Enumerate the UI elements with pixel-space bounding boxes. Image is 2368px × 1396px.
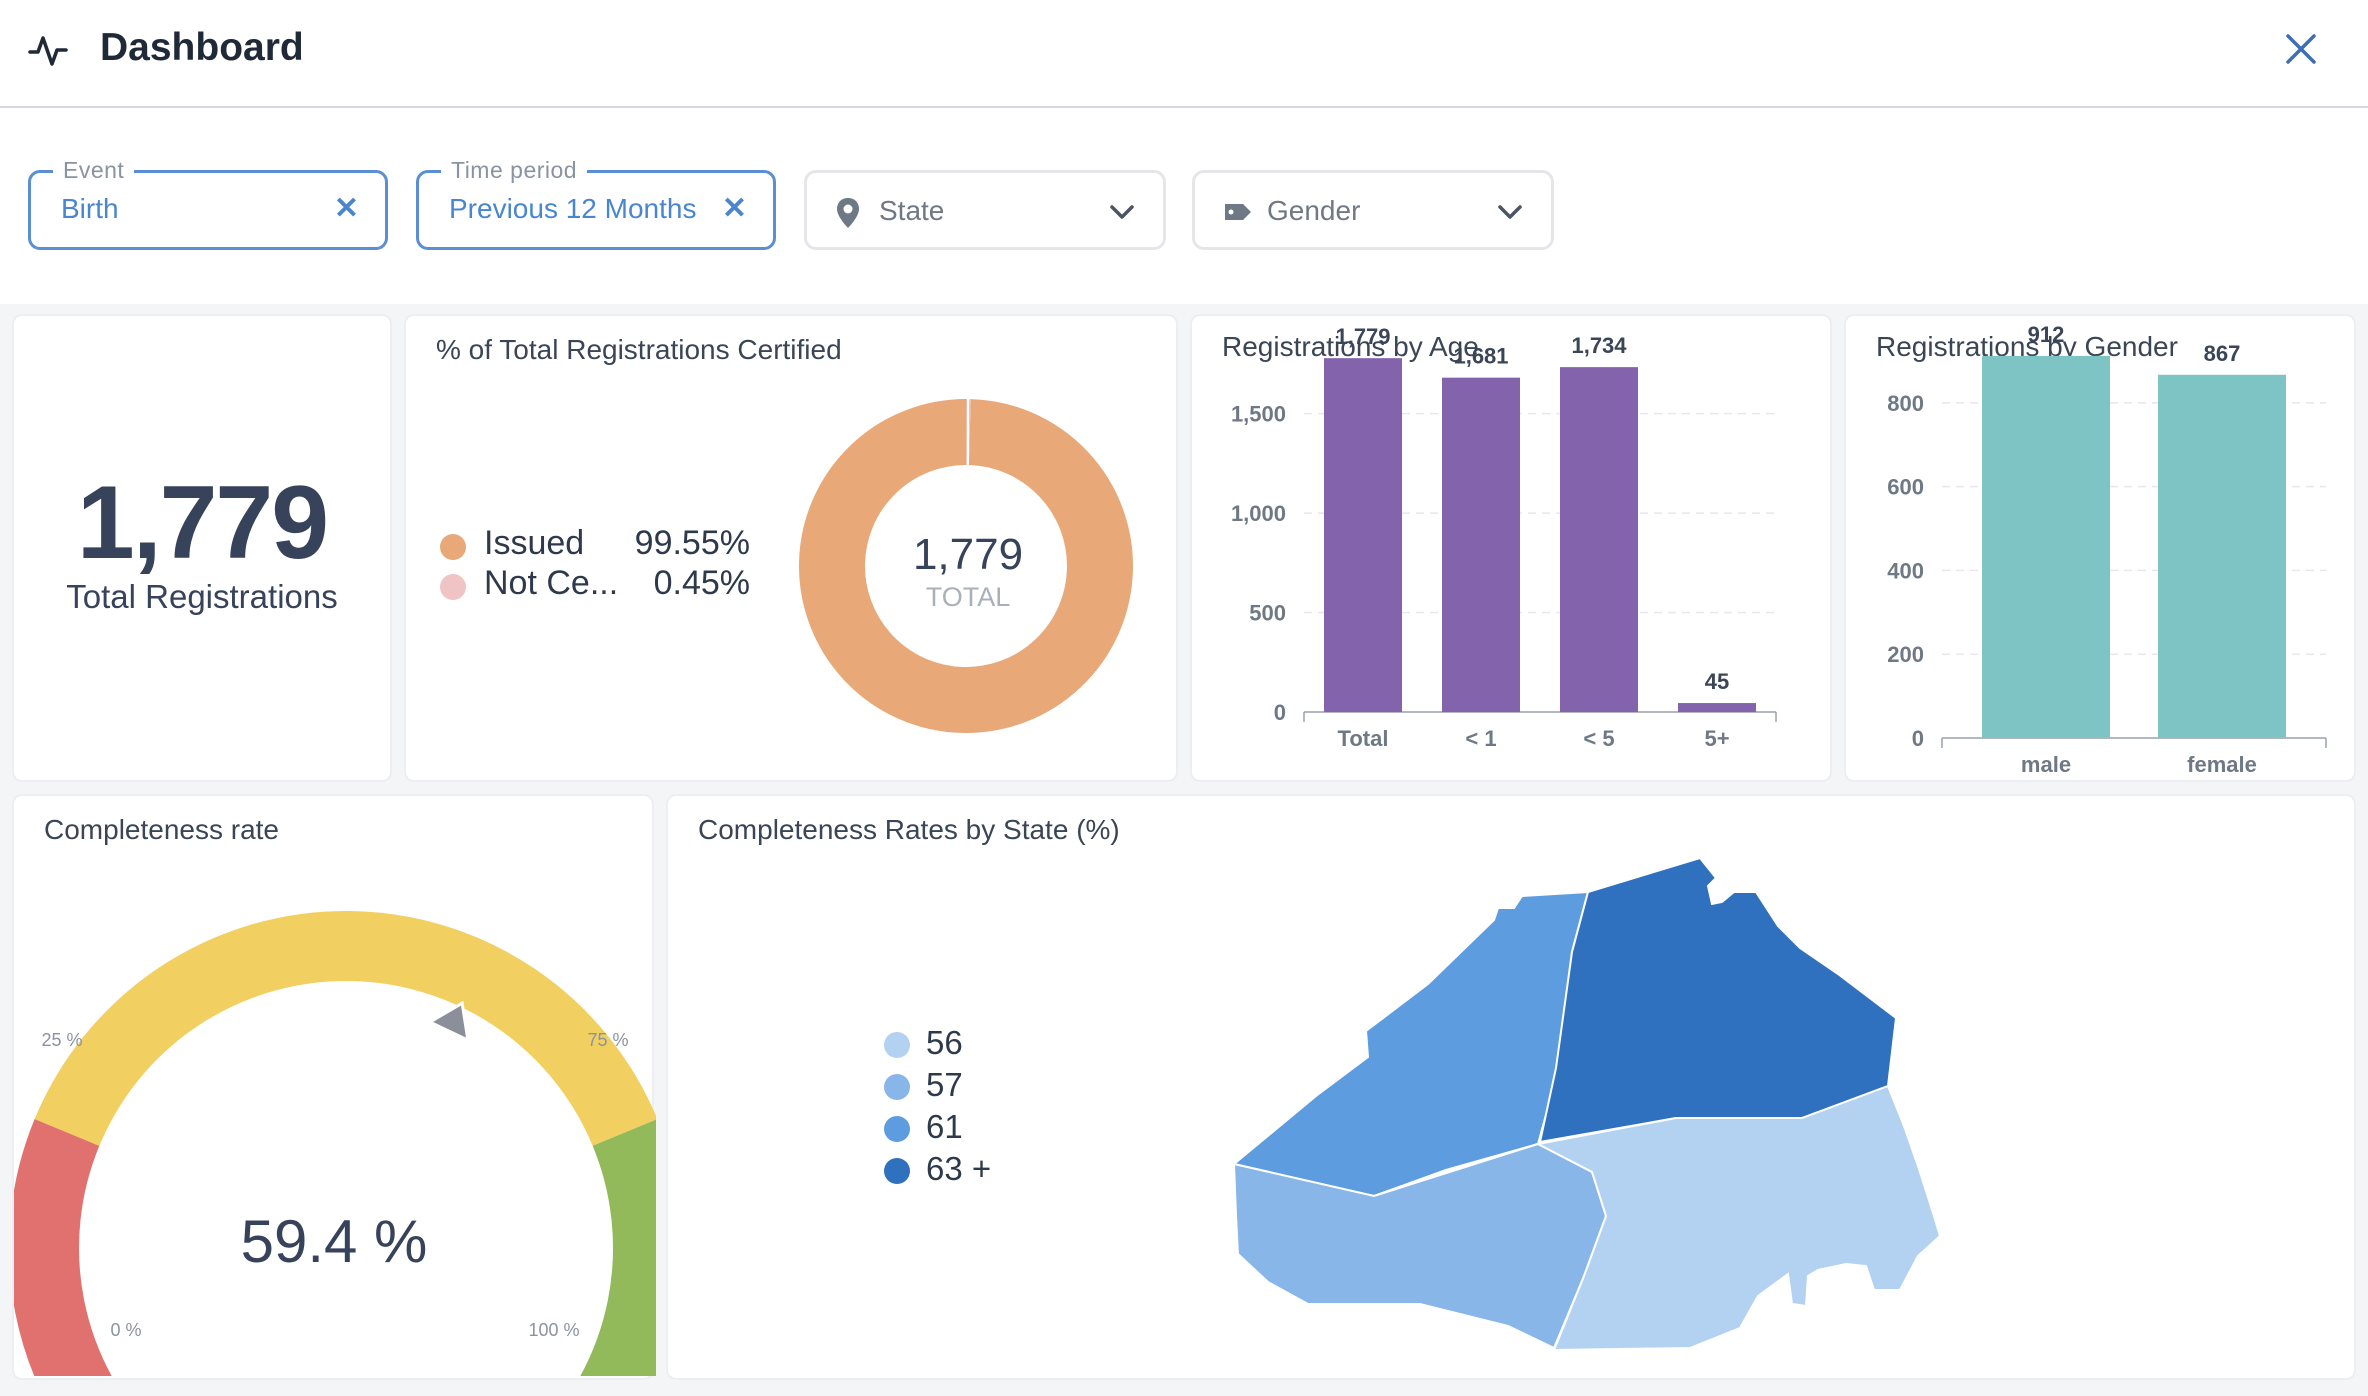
state-select-label: State (879, 195, 945, 226)
clear-time-period-icon[interactable]: ✕ (721, 192, 747, 225)
bar-0[interactable] (1982, 355, 2110, 738)
map-card: Completeness Rates by State (%) 56 57 61… (666, 794, 2356, 1380)
certified-title: % of Total Registrations Certified (436, 334, 842, 365)
certified-card: % of Total Registrations Certified Issue… (404, 314, 1178, 782)
gauge-band-mid (34, 911, 656, 1146)
gender-select-label: Gender (1267, 195, 1361, 226)
age-chart-card: Registrations by Age 0 500 1,000 1,500 1,779 T… (1190, 314, 1832, 782)
gauge-tick-25: 25 % (41, 1030, 82, 1050)
x-tick-label: Total (1338, 726, 1389, 751)
x-tick-label: < 1 (1465, 726, 1496, 751)
event-filter[interactable]: Event Birth ✕ (28, 157, 388, 250)
close-icon[interactable] (2282, 30, 2320, 68)
map-region-west[interactable] (1231, 890, 1590, 1198)
completeness-title: Completeness rate (44, 814, 280, 845)
x-tick-label: female (2187, 752, 2257, 777)
y-tick-label: 1,000 (1231, 501, 1286, 526)
gauge-band-low (14, 1119, 112, 1376)
bar-value-label: 912 (2028, 322, 2065, 347)
not-certified-legend-dot (440, 574, 466, 600)
completeness-card: Completeness rate 59.4 % 0 % 25 % 75 % 1… (12, 794, 656, 1380)
x-tick-label: 5+ (1704, 726, 1729, 751)
map-legend-57: 57 (926, 1066, 963, 1103)
map-legend-56: 56 (926, 1024, 963, 1061)
total-registrations-card: 1,779 Total Registrations (12, 314, 392, 782)
chevron-down-icon (1110, 205, 1134, 219)
x-tick-label: < 5 (1583, 726, 1614, 751)
issued-legend-pct: 99.55% (634, 524, 750, 562)
bar-1[interactable] (1442, 377, 1520, 712)
bar-3[interactable] (1678, 703, 1756, 712)
issued-legend-label: Issued (484, 524, 585, 562)
y-tick-label: 800 (1887, 391, 1924, 416)
chart-title: Registrations by Age (1222, 331, 1479, 362)
x-tick-label: male (2021, 752, 2071, 777)
time-period-legend: Time period (441, 157, 588, 184)
issued-legend-dot (440, 534, 466, 560)
state-choropleth-map (1231, 856, 1942, 1352)
total-registrations-label: Total Registrations (66, 578, 338, 615)
gauge-tick-100: 100 % (528, 1320, 579, 1340)
location-pin-icon (837, 198, 859, 228)
certified-donut-chart: 1,779 TOTAL (799, 399, 1133, 733)
y-tick-label: 1,500 (1231, 402, 1286, 427)
bar-0[interactable] (1324, 358, 1402, 712)
bar-2[interactable] (1560, 367, 1638, 712)
map-legend-dot-63 (884, 1158, 910, 1184)
bar-value-label: 45 (1705, 669, 1729, 694)
total-registrations-value: 1,779 (76, 465, 329, 581)
bar-1[interactable] (2158, 374, 2286, 738)
y-tick-label: 0 (1274, 700, 1286, 725)
map-legend-61: 61 (926, 1108, 963, 1145)
y-tick-label: 600 (1887, 475, 1924, 500)
gender-bar-chart: Registrations by Gender0200400600800912m… (1876, 322, 2327, 777)
bar-value-label: 1,734 (1571, 333, 1627, 358)
map-legend-dot-56 (884, 1032, 910, 1058)
not-certified-legend-pct: 0.45% (653, 564, 750, 602)
y-tick-label: 200 (1887, 642, 1924, 667)
map-legend-dot-61 (884, 1116, 910, 1142)
map-region-northeast[interactable] (1538, 856, 1898, 1144)
map-legend-dot-57 (884, 1074, 910, 1100)
y-tick-label: 500 (1249, 601, 1286, 626)
completeness-gauge: 59.4 % 0 % 25 % 75 % 100 % (14, 911, 656, 1376)
y-tick-label: 400 (1887, 558, 1924, 583)
bar-value-label: 1,779 (1335, 324, 1390, 349)
gender-chart-card: Registrations by Gender 0 200 400 600 800 912 m… (1844, 314, 2356, 782)
bar-value-label: 867 (2204, 341, 2241, 366)
gender-select[interactable]: Gender (1192, 170, 1554, 250)
map-legend-63: 63 + (926, 1150, 992, 1187)
chevron-down-icon (1498, 205, 1522, 219)
map-title: Completeness Rates by State (%) (698, 814, 1120, 845)
gauge-band-high (580, 1119, 656, 1376)
page-title: Dashboard (100, 26, 304, 69)
bar-value-label: 1,681 (1453, 344, 1508, 369)
age-bar-chart: Registrations by Age 0 500 1,000 1,500 1,779 T… (1222, 324, 1777, 751)
donut-center-value: 1,779 (913, 530, 1023, 579)
clear-event-icon[interactable]: ✕ (333, 192, 359, 225)
donut-center-label: TOTAL (926, 582, 1011, 612)
event-filter-value: Birth (61, 193, 119, 224)
header-bar: Dashboard (0, 0, 2368, 108)
not-certified-legend-label: Not Ce... (484, 564, 619, 602)
gauge-value: 59.4 % (241, 1208, 428, 1275)
event-filter-legend: Event (53, 157, 135, 184)
tag-icon (1225, 204, 1251, 220)
time-period-filter[interactable]: Time period Previous 12 Months ✕ (416, 157, 776, 250)
filter-bar: Event Birth ✕ Time period Previous 12 Mo… (0, 108, 2368, 304)
activity-icon (28, 36, 68, 66)
gauge-tick-0: 0 % (110, 1320, 141, 1340)
donut-slice-not-certified[interactable] (799, 399, 1133, 733)
state-select[interactable]: State (804, 170, 1166, 250)
gauge-tick-75: 75 % (587, 1030, 628, 1050)
time-period-value: Previous 12 Months (449, 193, 697, 224)
map-region-southeast[interactable] (1534, 1084, 1942, 1352)
y-tick-label: 0 (1912, 726, 1924, 751)
gauge-pointer (426, 1000, 470, 1043)
